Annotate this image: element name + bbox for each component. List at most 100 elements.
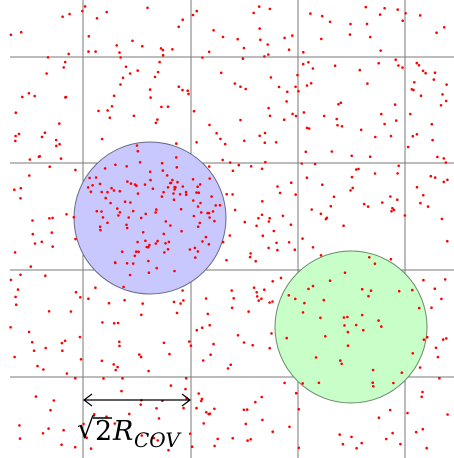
arrow-head-right: [181, 393, 191, 407]
point: [233, 208, 237, 212]
point: [177, 25, 180, 29]
point: [197, 392, 200, 395]
point: [261, 418, 264, 422]
point: [430, 122, 434, 126]
point: [278, 191, 282, 195]
point: [343, 324, 346, 327]
point: [213, 219, 216, 223]
point: [309, 82, 313, 85]
point: [422, 338, 426, 342]
point: [232, 297, 235, 300]
point: [189, 432, 192, 436]
point: [261, 200, 264, 203]
point: [48, 165, 51, 168]
point: [208, 177, 211, 180]
point: [399, 442, 402, 446]
label-number: 2: [95, 416, 112, 447]
point: [108, 116, 112, 119]
point: [114, 261, 117, 265]
point: [106, 190, 109, 194]
point: [192, 199, 195, 202]
point: [351, 186, 355, 190]
point: [163, 251, 166, 254]
point: [418, 366, 422, 369]
point: [415, 133, 419, 136]
point: [212, 342, 215, 346]
point: [191, 178, 195, 181]
point: [46, 56, 50, 59]
point: [100, 436, 103, 440]
point: [204, 235, 208, 239]
point: [118, 189, 122, 193]
point: [112, 363, 115, 366]
point: [60, 443, 63, 447]
point: [252, 286, 256, 290]
point: [257, 216, 260, 220]
point: [13, 188, 16, 191]
point: [336, 123, 339, 127]
point: [213, 407, 216, 411]
point: [324, 335, 327, 338]
point: [123, 200, 127, 203]
point: [45, 72, 48, 75]
point: [161, 169, 165, 172]
point: [335, 117, 339, 121]
point: [160, 195, 164, 198]
point: [438, 376, 441, 380]
point: [221, 35, 225, 39]
point: [328, 20, 332, 24]
point: [360, 313, 364, 317]
point: [60, 341, 64, 345]
point: [328, 279, 332, 283]
point: [86, 186, 90, 189]
point: [14, 303, 18, 307]
point: [211, 210, 215, 213]
random-points: [9, 5, 449, 452]
point: [148, 170, 152, 174]
point: [14, 111, 18, 114]
point: [131, 262, 135, 265]
point: [244, 422, 248, 426]
point: [208, 323, 211, 327]
point: [78, 335, 82, 339]
point: [435, 31, 438, 34]
point: [301, 62, 305, 66]
point: [51, 216, 54, 220]
point: [118, 211, 122, 214]
point: [136, 69, 139, 72]
point: [388, 408, 392, 412]
point: [135, 144, 139, 147]
point: [129, 182, 133, 185]
point: [389, 195, 392, 198]
point: [446, 239, 449, 243]
point: [74, 168, 77, 172]
point: [293, 248, 297, 251]
point: [81, 9, 84, 13]
point: [401, 66, 404, 69]
point: [14, 139, 17, 143]
point: [255, 295, 259, 298]
point: [41, 432, 45, 435]
point: [422, 193, 425, 197]
point: [153, 75, 157, 79]
point: [287, 48, 291, 51]
point: [116, 321, 120, 325]
point: [196, 225, 200, 228]
point: [118, 344, 121, 348]
point: [154, 211, 157, 214]
point: [154, 121, 158, 125]
point: [140, 313, 143, 317]
point: [305, 126, 309, 130]
point: [132, 114, 136, 118]
point: [297, 407, 301, 411]
point: [181, 88, 184, 92]
point: [338, 433, 342, 436]
point: [141, 302, 144, 305]
point: [377, 416, 381, 420]
point: [397, 64, 400, 67]
point: [155, 266, 158, 270]
point: [172, 300, 176, 304]
point: [283, 36, 286, 40]
point: [199, 201, 202, 205]
point: [47, 310, 51, 313]
